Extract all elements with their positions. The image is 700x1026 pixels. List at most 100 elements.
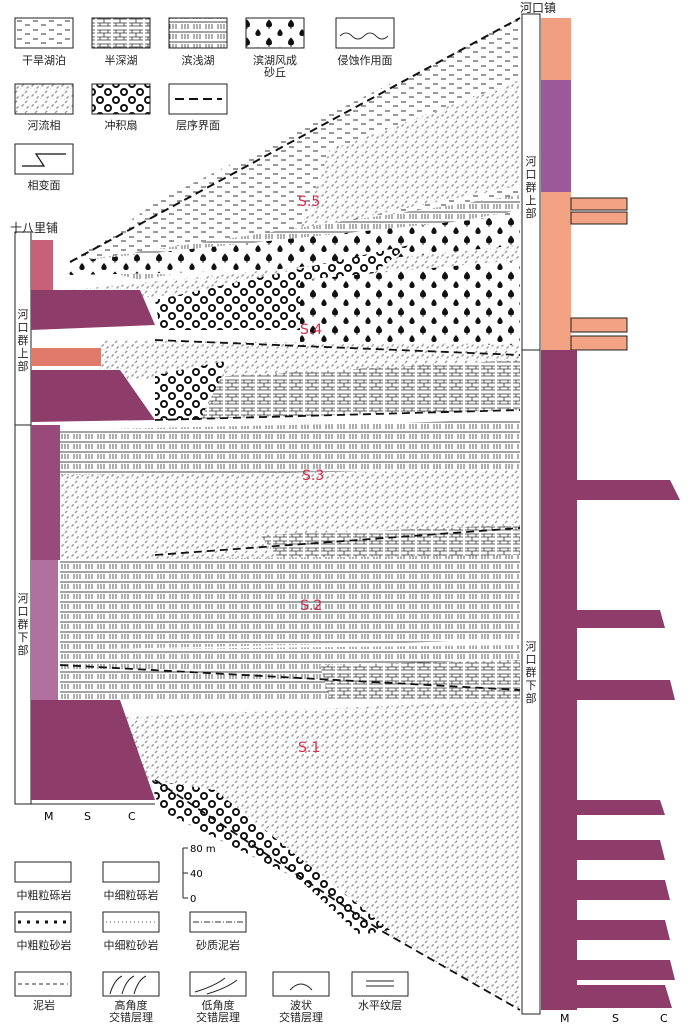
left-lower-unit-label: 河 口 群 下 部 [17, 592, 29, 657]
left-section-column: M S C [14, 231, 155, 823]
right-unit-bar [521, 13, 541, 1015]
sequence-labels: S.5 S.4 S.3 S.2 S.1 [298, 194, 324, 756]
lith-swatch-low-angle [189, 971, 247, 997]
facies-shore-s2 [60, 555, 520, 650]
lithology-legend [14, 861, 409, 997]
legend-swatch-semi-deep-lake [91, 17, 151, 49]
wavy-cross-bed-icon [289, 983, 313, 991]
legend-label-fluvial: 河流相 [27, 119, 61, 132]
facies-fan-small [155, 360, 230, 420]
left-bed-upper-2 [31, 370, 155, 422]
left-axis-c: C [128, 810, 136, 823]
lith-label-fine-conglomerate: 中细粒砾岩 [103, 889, 159, 902]
sequence-boundary-top [69, 17, 521, 263]
erosion-wave-icon [339, 32, 389, 40]
sequence-boundary-s1 [59, 664, 521, 691]
low-angle-cross-bed-icon [194, 977, 238, 995]
lith-label-horizontal: 水平纹层 [358, 999, 402, 1012]
facies-shore-s3 [60, 420, 520, 475]
sequence-label-s4: S.4 [300, 322, 322, 338]
right-section-title: 河口镇 [520, 1, 557, 15]
facies-fluvial-s5 [300, 80, 520, 230]
facies-fan-s4 [155, 245, 410, 330]
legend-swatch-shore-shallow-lake [168, 17, 228, 49]
legend-label-erosion-surface: 侵蚀作用面 [337, 54, 393, 67]
right-bed-tongue-2 [570, 211, 628, 225]
left-section-title: 十八里铺 [10, 221, 59, 235]
right-bed-tongue-4 [570, 335, 628, 351]
scale-tick-0: 0 [190, 894, 196, 905]
sequence-label-s5: S.5 [298, 194, 320, 210]
scale-bar: 80 m 40 0 [182, 844, 216, 905]
left-bed-lower-3 [31, 700, 155, 800]
legend-label-eolian-dune-2: 砂丘 [264, 66, 286, 79]
left-upper-unit-label: 河 口 群 上 部 [17, 308, 29, 373]
legend-label-dry-lake: 干旱湖泊 [22, 54, 66, 67]
right-axis-s: S [612, 1012, 619, 1025]
facies-semi-s2 [320, 660, 520, 700]
sequence-boundary-s4 [154, 339, 521, 356]
sequence-label-s1: S.1 [298, 740, 320, 756]
lith-label-coarse-conglomerate: 中粗粒砾岩 [16, 889, 72, 902]
lith-label-mudstone: 泥岩 [33, 999, 55, 1012]
facies-dune-s4 [300, 260, 520, 345]
lith-swatch-coarse-conglomerate [14, 861, 72, 883]
lith-label-low-angle: 低角度 [201, 999, 235, 1012]
left-bed-top [31, 240, 53, 290]
legend-swatch-facies-change [14, 143, 74, 175]
lith-label-coarse-sandstone: 中粗粒砂岩 [16, 939, 72, 952]
lith-label-wavy-2: 交错层理 [279, 1011, 323, 1024]
legend-swatch-alluvial-fan [91, 83, 151, 115]
lith-swatch-fine-conglomerate [102, 861, 160, 883]
sequence-label-s2: S.2 [300, 598, 322, 614]
scale-tick-80: 80 m [190, 844, 216, 855]
sequence-boundary-base [154, 779, 521, 1011]
facies-change-zigzag-icon [22, 153, 66, 167]
high-angle-cross-bed-icon [109, 975, 147, 995]
right-bed-purple [541, 80, 571, 192]
right-axis-c: C [660, 1012, 668, 1025]
legend-label-shore-lake: 滨浅湖 [181, 54, 215, 67]
right-section-column: M S C [521, 13, 680, 1025]
left-axis-s: S [84, 810, 91, 823]
scale-tick-40: 40 [190, 869, 203, 880]
sequence-boundary-s2 [154, 527, 521, 556]
lith-label-fine-sandstone: 中细粒砂岩 [103, 939, 159, 952]
legend-label-sequence-boundary: 层序界面 [176, 119, 220, 132]
right-axis-m: M [560, 1012, 570, 1025]
legend-label-facies-change: 相变面 [27, 179, 61, 192]
lith-label-sandy-mudstone: 砂质泥岩 [196, 939, 240, 952]
right-upper-unit-label: 河 口 群 上 部 [525, 155, 537, 220]
legend-label-semi-deep-lake: 半深湖 [104, 54, 138, 67]
left-bed-lower-2 [31, 560, 58, 700]
lith-swatch-coarse-sandstone [14, 911, 72, 933]
facies-semi-s3 [260, 525, 520, 560]
sequence-boundary-s3 [154, 409, 521, 421]
lith-label-wavy: 波状 [290, 999, 312, 1012]
correlation-panel [59, 17, 521, 1011]
lith-label-high-angle-2: 交错层理 [109, 1011, 153, 1024]
legend-label-alluvial-fan: 冲积扇 [104, 119, 138, 132]
right-bed-tongue-3 [570, 317, 628, 333]
left-axis-m: M [44, 810, 54, 823]
legend-swatch-eolian-dune [245, 17, 305, 49]
lith-label-low-angle-2: 交错层理 [196, 1011, 240, 1024]
right-bed-lower [541, 350, 577, 1010]
left-bed-upper-1 [31, 290, 155, 330]
sequence-label-s3: S.3 [302, 468, 324, 484]
legend-label-eolian-dune: 滨湖风成 [253, 54, 297, 67]
right-lower-unit-label: 河 口 群 下 部 [525, 640, 537, 705]
right-bed-tongue-1 [570, 197, 628, 211]
left-bed-salmon [31, 348, 101, 366]
lith-swatch-horizontal [351, 971, 409, 997]
lith-label-high-angle: 高角度 [114, 999, 148, 1012]
legend-swatch-fluvial [14, 83, 74, 115]
right-bed-salmon [541, 192, 571, 350]
facies-semi-deep-lake [155, 360, 520, 420]
legend-swatch-dry-lake [14, 17, 74, 49]
right-bed-tongues-lower [577, 480, 680, 1008]
right-bed-top [541, 18, 571, 80]
facies-legend [14, 17, 395, 175]
